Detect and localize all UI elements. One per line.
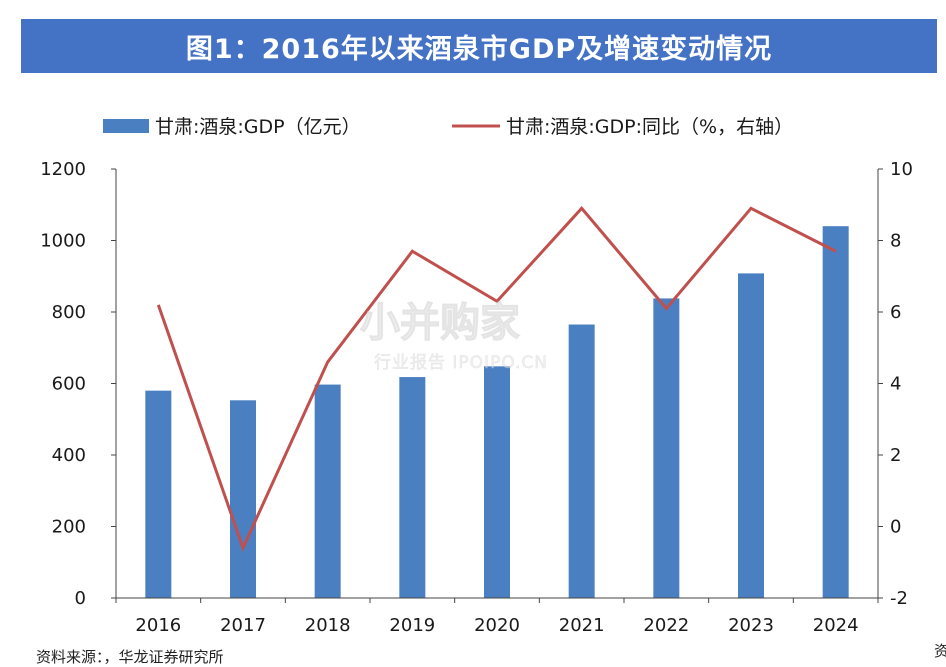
bar-2021: [569, 325, 595, 598]
x-tick-label-2017: 2017: [220, 615, 266, 636]
right-tick-label: 0: [890, 517, 901, 538]
legend-bar-label: 甘肃:酒泉:GDP（亿元）: [155, 116, 361, 138]
left-tick-label: 200: [52, 517, 86, 538]
bar-2019: [399, 377, 425, 598]
bar-2024: [823, 226, 849, 598]
left-tick-label: 400: [52, 445, 86, 466]
left-tick-label: 800: [52, 302, 86, 323]
x-tick-label-2016: 2016: [135, 615, 181, 636]
right-tick-label: 8: [890, 231, 901, 252]
x-tick-label-2023: 2023: [728, 615, 774, 636]
x-tick-label-2018: 2018: [305, 615, 351, 636]
bar-2022: [653, 298, 679, 598]
x-tick-label-2019: 2019: [389, 615, 435, 636]
x-tick-label-2024: 2024: [813, 615, 859, 636]
bar-2020: [484, 366, 510, 598]
bar-2017: [230, 400, 256, 598]
x-tick-label-2022: 2022: [643, 615, 689, 636]
source-note: 资料来源：，华龙证券研究所: [36, 646, 224, 667]
legend-bar-swatch: [103, 119, 149, 133]
cropped-edge-text: 资: [934, 640, 946, 661]
left-tick-label: 600: [52, 374, 86, 395]
left-tick-label: 0: [75, 588, 86, 609]
left-tick-label: 1000: [40, 231, 86, 252]
right-tick-label: 6: [890, 302, 901, 323]
x-tick-label-2020: 2020: [474, 615, 520, 636]
bar-2018: [315, 385, 341, 598]
bar-2016: [145, 391, 171, 598]
x-tick-label-2021: 2021: [559, 615, 605, 636]
right-tick-label: 4: [890, 374, 901, 395]
right-tick-label: 10: [890, 159, 913, 180]
right-tick-label: -2: [890, 588, 908, 609]
bar-2023: [738, 273, 764, 598]
right-tick-label: 2: [890, 445, 901, 466]
legend-line-label: 甘肃:酒泉:GDP:同比（%，右轴）: [506, 116, 793, 138]
left-tick-label: 1200: [40, 159, 86, 180]
